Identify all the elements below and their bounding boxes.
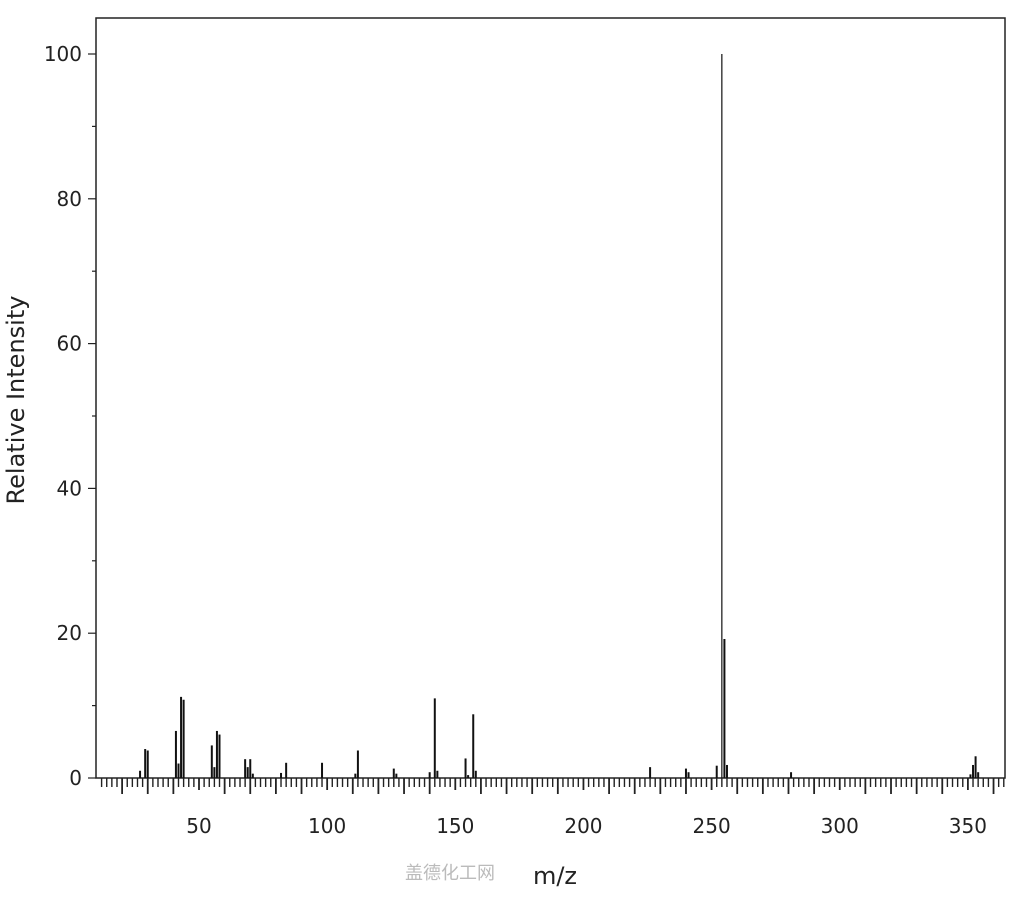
x-tick-label: 350 <box>949 814 987 838</box>
x-axis-label: m/z <box>533 862 577 890</box>
y-tick-label: 80 <box>57 187 82 211</box>
peaks <box>139 54 980 778</box>
x-tick-label: 150 <box>436 814 474 838</box>
y-tick-label: 20 <box>57 621 82 645</box>
x-tick-label: 200 <box>564 814 602 838</box>
y-tick-label: 60 <box>57 332 82 356</box>
y-tick-label: 100 <box>44 42 82 66</box>
plot-frame <box>95 17 1006 779</box>
y-tick-label: 40 <box>57 476 82 500</box>
x-tick-label: 250 <box>693 814 731 838</box>
x-tick-label: 50 <box>186 814 211 838</box>
y-axis: 0 20 40 60 80 100 <box>44 42 96 790</box>
y-tick-label: 0 <box>69 766 82 790</box>
y-axis-label: Relative Intensity <box>2 296 30 505</box>
watermark: 盖德化工网 <box>405 863 495 884</box>
x-tick-label: 300 <box>821 814 859 838</box>
x-axis: 50 100 150 200 250 300 350 <box>100 778 1005 838</box>
x-tick-label: 100 <box>308 814 346 838</box>
